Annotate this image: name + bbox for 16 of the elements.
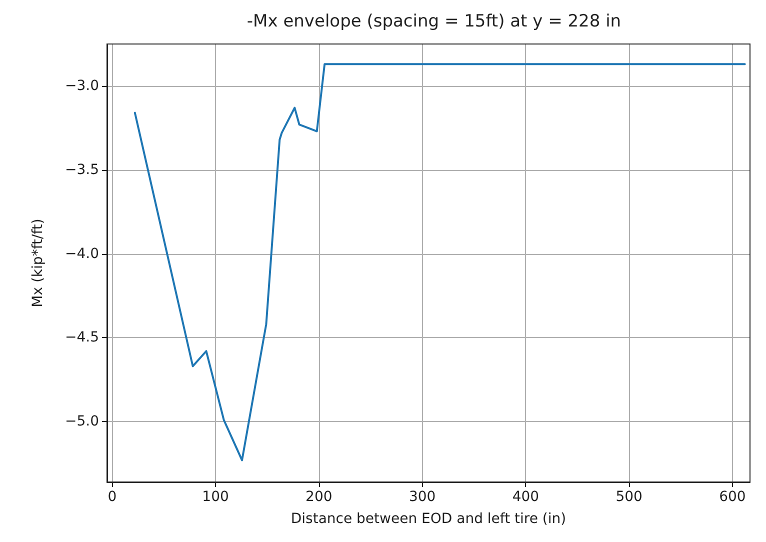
x-tick-label: 400 [512,489,540,505]
x-tick-label: 100 [202,489,229,505]
x-tick-label: 600 [719,489,746,505]
x-tick-label: 0 [108,489,117,505]
y-tick-label: −5.0 [65,414,99,430]
x-axis-title: Distance between EOD and left tire (in) [290,511,566,527]
y-axis-title: Mx (kip*ft/ft) [30,218,46,308]
y-tick-label: −3.5 [65,162,99,178]
x-tick-label: 300 [408,489,436,505]
x-tick-label: 200 [306,489,332,505]
chart-title: -Mx envelope (spacing = 15ft) at y = 228 in [246,12,622,32]
x-tick-label: 500 [616,489,642,505]
y-tick-label: −4.5 [65,330,99,346]
y-tick-label: −4.0 [65,246,99,262]
y-tick-label: −3.0 [65,78,99,94]
line-series [134,63,746,462]
